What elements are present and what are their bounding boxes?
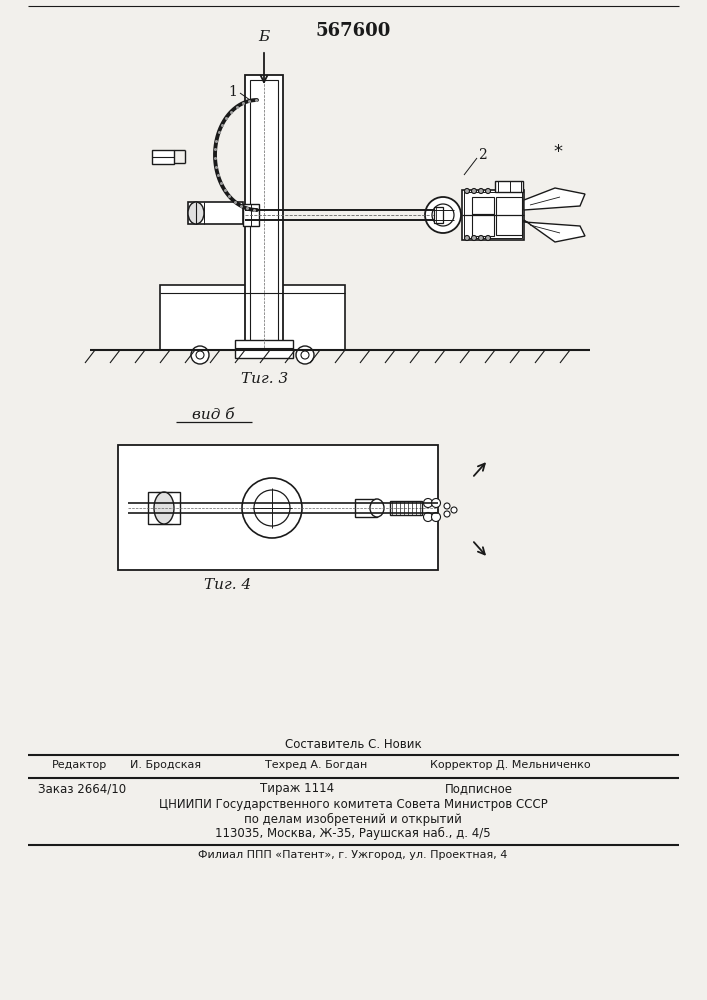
Text: Техред А. Богдан: Техред А. Богдан [265,760,367,770]
Bar [235,340,293,358]
Bar [495,181,523,192]
Text: *: * [554,143,563,161]
Circle shape [464,235,469,240]
Bar [355,499,377,517]
Polygon shape [524,220,585,242]
Text: ЦНИИПИ Государственного комитета Совета Министров СССР: ЦНИИПИ Государственного комитета Совета … [158,798,547,811]
Bar [496,197,522,235]
Bar [472,214,494,236]
Text: 1: 1 [228,85,237,99]
Circle shape [451,507,457,513]
Text: Б: Б [258,30,269,44]
Text: вид б: вид б [192,408,234,422]
Text: Τиг. 4: Τиг. 4 [204,578,252,592]
Text: Подписное: Подписное [445,782,513,795]
Circle shape [242,478,302,538]
Circle shape [296,346,314,364]
Text: 567600: 567600 [315,22,391,40]
Text: 113035, Москва, Ж-35, Раушская наб., д. 4/5: 113035, Москва, Ж-35, Раушская наб., д. … [215,827,491,840]
Circle shape [486,188,491,194]
Text: Редактор: Редактор [52,760,107,770]
Circle shape [464,188,469,194]
Bar [160,285,345,350]
Circle shape [423,512,433,522]
Bar [462,190,524,240]
Circle shape [301,351,309,359]
Text: Корректор Д. Мельниченко: Корректор Д. Мельниченко [430,760,590,770]
Bar [472,197,494,214]
Ellipse shape [370,499,384,517]
Circle shape [191,346,209,364]
Ellipse shape [154,492,174,524]
Bar [152,150,174,164]
Bar [434,207,443,223]
Bar [188,202,243,224]
Text: по делам изобретений и открытий: по делам изобретений и открытий [244,813,462,826]
Bar [243,204,259,226]
Circle shape [479,235,484,240]
Circle shape [196,351,204,359]
Circle shape [472,235,477,240]
Circle shape [472,188,477,194]
Bar [390,501,422,515]
Circle shape [486,235,491,240]
Circle shape [479,188,484,194]
Text: 2: 2 [478,148,486,162]
Bar [464,192,522,238]
Circle shape [423,498,433,508]
Text: Составитель С. Новик: Составитель С. Новик [285,738,421,751]
Text: И. Бродская: И. Бродская [130,760,201,770]
Text: Тираж 1114: Тираж 1114 [260,782,334,795]
Circle shape [444,503,450,509]
Text: Τиг. 3: Τиг. 3 [241,372,288,386]
Circle shape [431,498,440,508]
Text: Филиал ППП «Патент», г. Ужгород, ул. Проектная, 4: Филиал ППП «Патент», г. Ужгород, ул. Про… [198,850,508,860]
Bar [118,445,438,570]
Circle shape [425,197,461,233]
Bar [245,75,283,353]
Polygon shape [524,188,585,210]
Bar [148,492,180,524]
Circle shape [431,512,440,522]
Circle shape [444,511,450,517]
Text: Заказ 2664/10: Заказ 2664/10 [38,782,126,795]
Bar [250,80,278,348]
Ellipse shape [188,202,204,224]
